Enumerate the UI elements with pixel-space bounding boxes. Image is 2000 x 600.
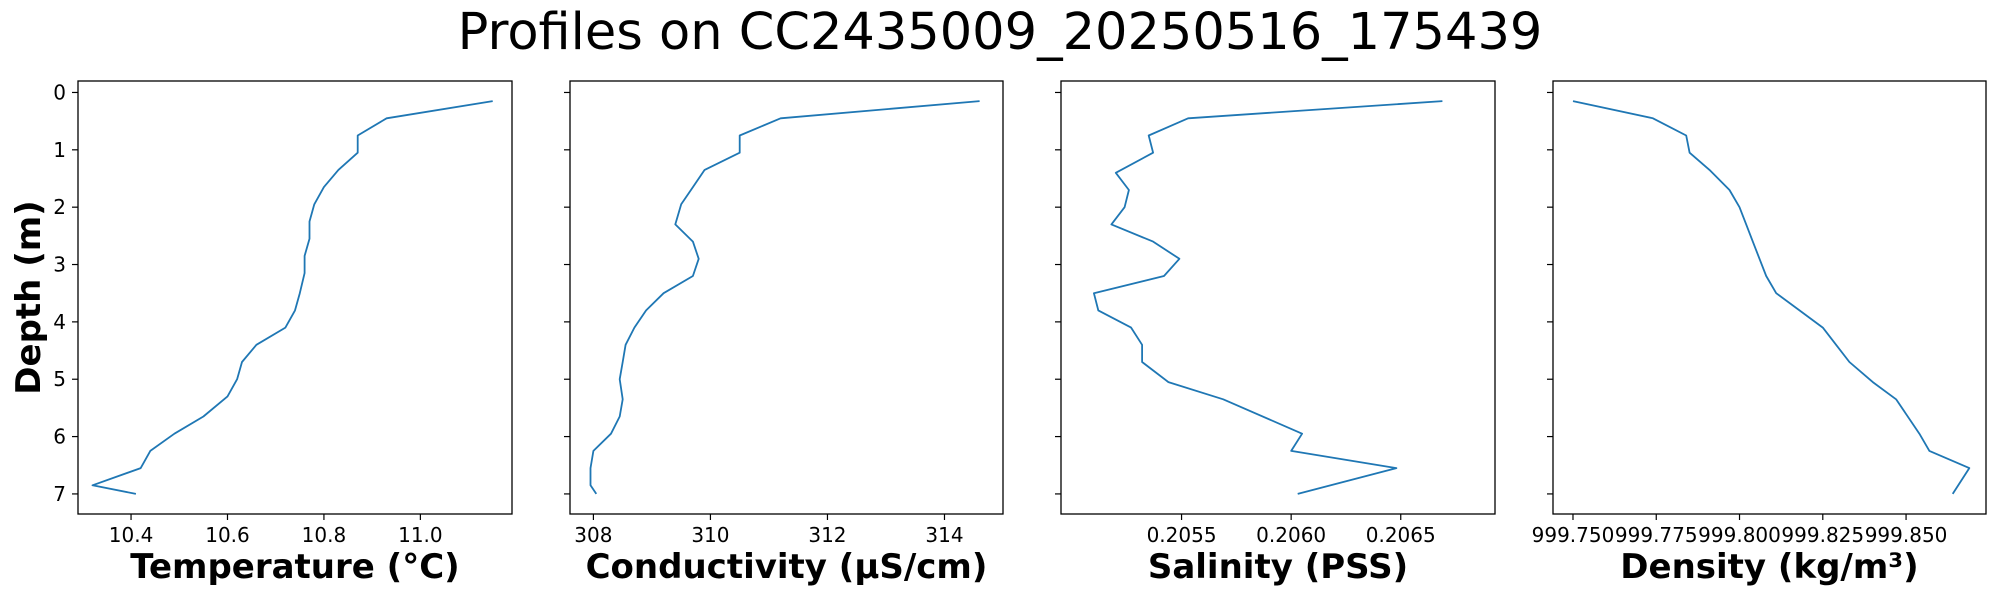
x-tick-label: 310: [691, 523, 729, 547]
chart-panel-4: 999.750 999.775 999.800 999.825 999.850Densi…: [1532, 80, 1987, 587]
x-tick-label: 10.6: [205, 523, 250, 547]
x-tick-label: 0.2060: [1256, 523, 1326, 547]
series-line-1: [91, 100, 493, 495]
axes-frame: [1552, 80, 1987, 515]
y-tick-label: 0: [53, 80, 66, 104]
y-tick-label: 3: [53, 253, 66, 277]
x-tick-label: 0.2055: [1147, 523, 1217, 547]
x-tick-label: 999.775: [1615, 523, 1698, 547]
x-tick-label: 999.825: [1781, 523, 1864, 547]
x-axis-label: Temperature (°C): [130, 547, 459, 587]
y-tick-label: 6: [53, 425, 66, 449]
chart-title: Profiles on CC2435009_20250516_175439: [457, 3, 1543, 62]
x-tick-label: 314: [925, 523, 963, 547]
x-tick-label: 10.8: [302, 523, 347, 547]
axes-frame: [77, 80, 513, 515]
x-tick-label: 0.2065: [1366, 523, 1436, 547]
x-axis-label: Conductivity (µS/cm): [586, 547, 988, 587]
x-tick-label: 11.0: [398, 523, 443, 547]
x-axis-label: Density (kg/m³): [1620, 547, 1918, 587]
series-line-1: [589, 100, 980, 495]
x-tick-label: 312: [808, 523, 846, 547]
chart-panel-1: 10.4 10.6 10.8 11.0 0 1 2 3 4 5 6 7 Temperature (°C)…: [9, 80, 513, 587]
series-line-1: [1572, 100, 1971, 495]
axes-frame: [1060, 80, 1496, 515]
x-tick-label: 999.800: [1698, 523, 1781, 547]
x-tick-label: 10.4: [109, 523, 154, 547]
x-tick-label: 308: [574, 523, 612, 547]
x-axis-label: Salinity (PSS): [1148, 547, 1408, 587]
y-tick-label: 7: [53, 482, 66, 506]
y-tick-label: 1: [53, 138, 66, 162]
series-line-1: [1093, 100, 1443, 495]
y-tick-label: 2: [53, 195, 66, 219]
y-tick-label: 5: [53, 367, 66, 391]
x-tick-label: 999.850: [1865, 523, 1948, 547]
axes-frame: [569, 80, 1004, 515]
y-axis-label: Depth (m): [9, 200, 49, 394]
y-tick-label: 4: [53, 310, 66, 334]
x-tick-label: 999.750: [1532, 523, 1615, 547]
